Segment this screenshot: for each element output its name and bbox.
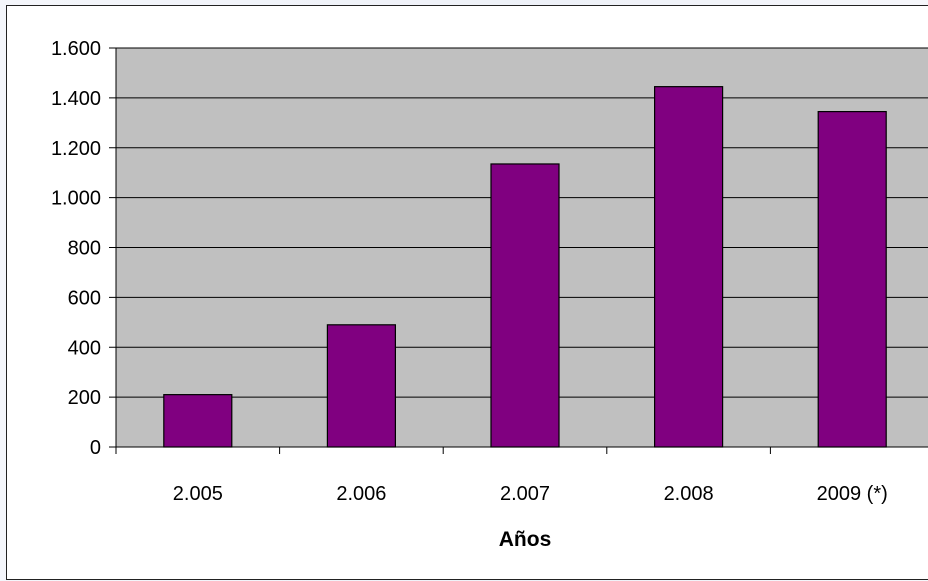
- x-tick-label: 2.007: [500, 483, 550, 505]
- y-tick-label: 1.000: [51, 188, 101, 210]
- y-tick-label: 800: [68, 238, 101, 260]
- y-tick-label: 0: [90, 437, 101, 459]
- y-tick-label: 1.600: [51, 38, 101, 60]
- y-tick-label: 600: [68, 287, 101, 309]
- y-tick-label: 1.400: [51, 88, 101, 110]
- bar: [653, 86, 724, 448]
- x-tick-label: 2.008: [664, 483, 714, 505]
- x-tick-labels: 2.005 2.006 2.007 2.008 2009 (*): [173, 483, 888, 505]
- y-tick-labels: 0 200 400 600 800 1.000 1.200 1.400 1.600: [51, 38, 101, 459]
- bar: [490, 163, 560, 448]
- x-tick-label: 2009 (*): [817, 483, 888, 505]
- x-tick-label: 2.005: [173, 483, 223, 505]
- x-tick-label: 2.006: [336, 483, 386, 505]
- bar: [817, 110, 887, 448]
- y-tick-label: 200: [68, 387, 101, 409]
- x-axis-title: Años: [499, 528, 552, 551]
- bar: [326, 324, 396, 448]
- y-tick-label: 400: [68, 337, 101, 359]
- y-tick-label: 1.200: [51, 138, 101, 160]
- axes: [109, 47, 928, 454]
- bar: [163, 394, 233, 448]
- bars: [163, 86, 887, 448]
